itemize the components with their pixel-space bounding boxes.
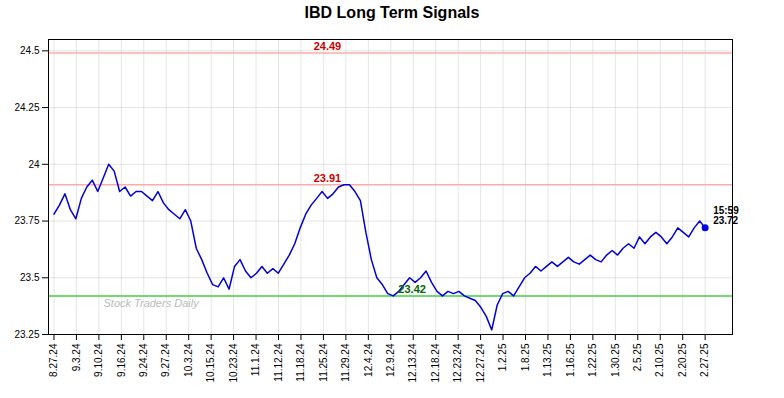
svg-text:2.10.25: 2.10.25 [654,343,665,377]
svg-text:1.8.25: 1.8.25 [520,343,531,371]
svg-text:9.27.24: 9.27.24 [160,343,171,377]
svg-text:24: 24 [28,159,40,170]
svg-text:8.27.24: 8.27.24 [48,343,59,377]
svg-text:1.16.25: 1.16.25 [565,343,576,377]
svg-text:23.25: 23.25 [14,329,39,340]
svg-text:1.22.25: 1.22.25 [587,343,598,377]
svg-text:11.18.24: 11.18.24 [295,343,306,382]
svg-text:9.24.24: 9.24.24 [138,343,149,377]
svg-text:1.30.25: 1.30.25 [610,343,621,377]
svg-text:23.5: 23.5 [20,272,40,283]
svg-text:12.27.24: 12.27.24 [475,343,486,382]
svg-text:12.18.24: 12.18.24 [430,343,441,382]
svg-text:24.25: 24.25 [14,102,39,113]
svg-text:11.25.24: 11.25.24 [318,343,329,382]
svg-text:10.3.24: 10.3.24 [183,343,194,377]
svg-text:12.4.24: 12.4.24 [363,343,374,377]
svg-text:9.3.24: 9.3.24 [71,343,82,371]
svg-text:15:5923.72: 15:5923.72 [713,205,739,226]
svg-text:Stock Traders Daily: Stock Traders Daily [104,297,201,309]
svg-text:11.29.24: 11.29.24 [340,343,351,382]
svg-text:24.49: 24.49 [314,40,342,52]
svg-text:11.1.24: 11.1.24 [250,343,261,376]
svg-text:1.2.25: 1.2.25 [497,343,508,371]
svg-text:12.9.24: 12.9.24 [385,343,396,377]
svg-text:2.5.25: 2.5.25 [632,343,643,371]
svg-text:11.12.24: 11.12.24 [273,343,284,382]
svg-text:24.5: 24.5 [20,45,40,56]
html-text:IBD Long Term Signals: IBD Long Term Signals [304,4,480,21]
svg-text:1.13.25: 1.13.25 [542,343,553,377]
svg-text:12.13.24: 12.13.24 [407,343,418,382]
svg-text:12.23.24: 12.23.24 [452,343,463,382]
svg-text:10.15.24: 10.15.24 [205,343,216,382]
svg-text:2.27.25: 2.27.25 [699,343,710,377]
svg-text:9.16.24: 9.16.24 [116,343,127,377]
svg-text:10.23.24: 10.23.24 [228,343,239,382]
svg-text:23.91: 23.91 [314,172,342,184]
svg-text:23.75: 23.75 [14,215,39,226]
svg-text:9.10.24: 9.10.24 [93,343,104,377]
svg-text:2.20.25: 2.20.25 [677,343,688,377]
svg-text:23.42: 23.42 [398,283,426,295]
